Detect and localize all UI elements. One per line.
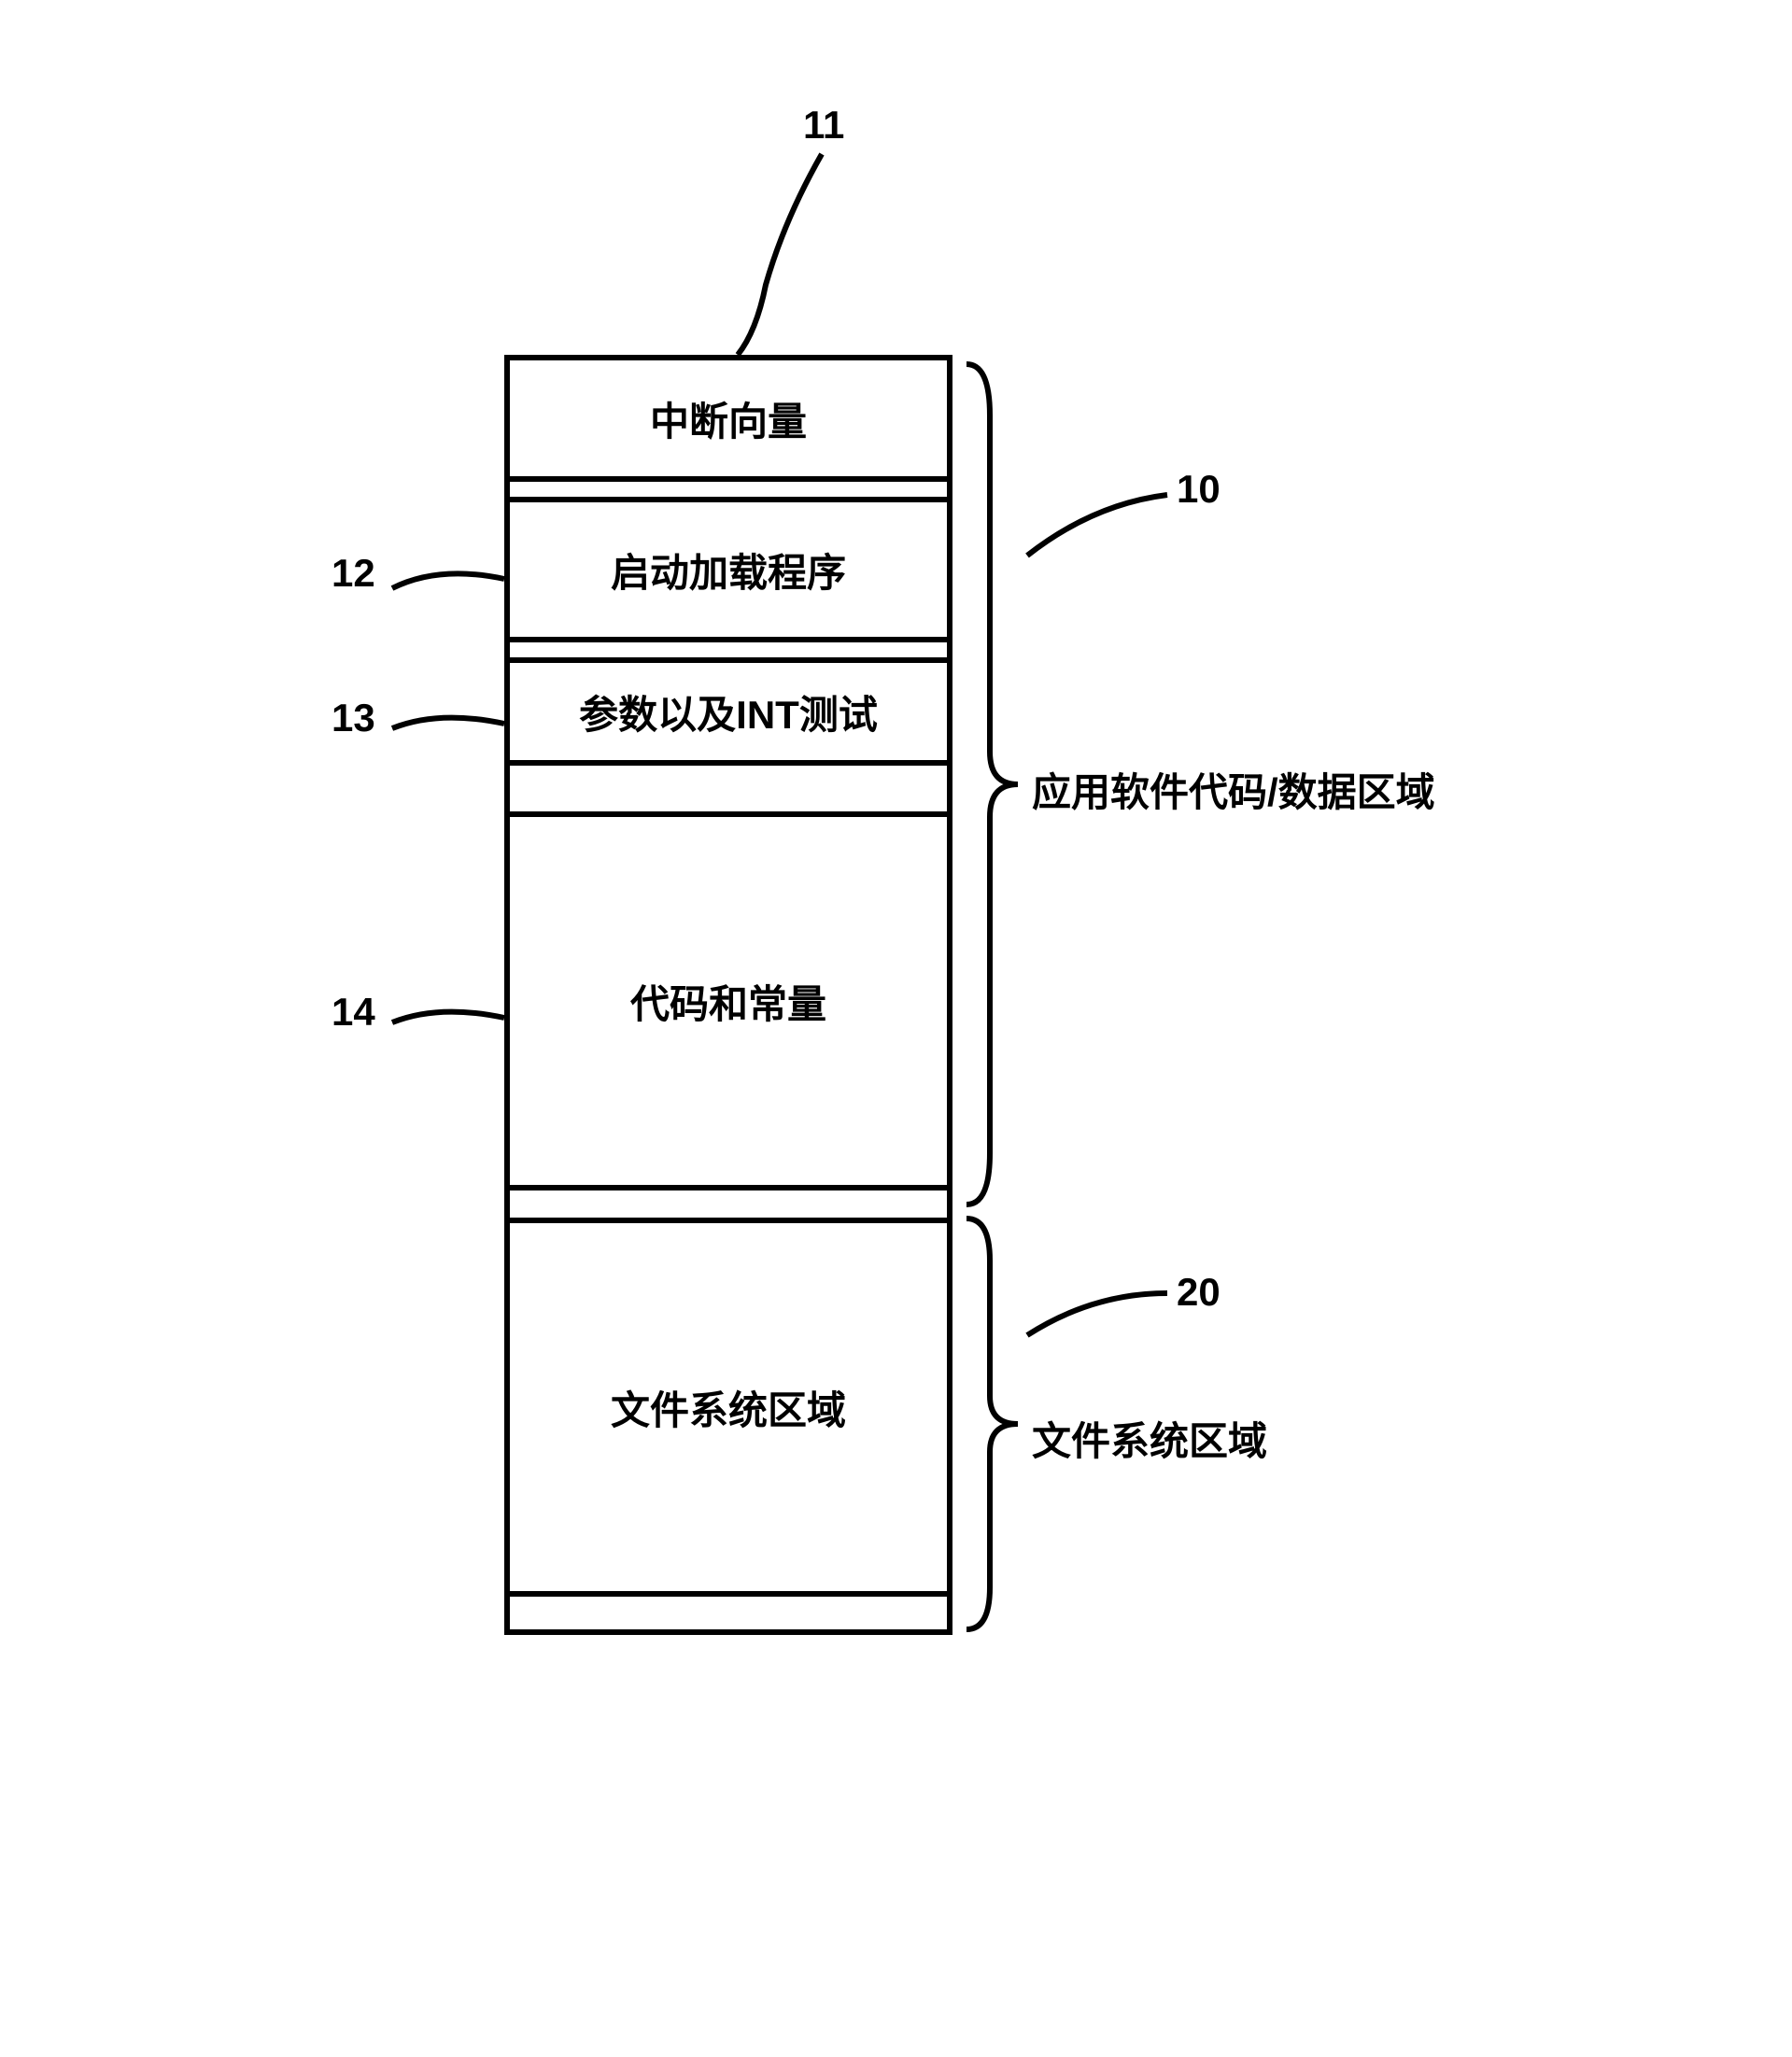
block-interrupt-vector: 中断向量: [510, 360, 947, 482]
gap-4: [510, 1191, 947, 1223]
block-params-int-test: 参数以及INT测试: [510, 663, 947, 766]
params-int-test-label: 参数以及INT测试: [579, 683, 878, 740]
ref-label-10: 10: [1177, 467, 1221, 512]
connector-13: [383, 705, 509, 752]
connector-11: [728, 145, 840, 359]
gap-1: [510, 482, 947, 502]
connector-10: [1018, 486, 1172, 560]
connector-14: [383, 999, 509, 1046]
ref-label-20: 20: [1177, 1270, 1221, 1315]
boot-loader-label: 启动加载程序: [611, 542, 846, 599]
code-constants-label: 代码和常量: [630, 973, 826, 1030]
ref-label-14: 14: [332, 990, 375, 1035]
gap-2: [510, 642, 947, 663]
fs-region-label: 文件系统区域: [1032, 1410, 1267, 1467]
block-code-constants: 代码和常量: [510, 817, 947, 1191]
filesystem-area-label: 文件系统区域: [611, 1379, 846, 1436]
ref-label-13: 13: [332, 696, 375, 740]
gap-3: [510, 766, 947, 817]
brace-fs-region: [962, 1214, 1027, 1634]
block-boot-loader: 启动加载程序: [510, 502, 947, 642]
connector-12: [383, 560, 509, 616]
memory-layout-diagram: 11 中断向量 启动加载程序 参数以及INT测试 代码和常量 文件系统区域 12…: [280, 93, 1587, 1961]
block-filesystem-area: 文件系统区域: [510, 1223, 947, 1597]
app-region-label: 应用软件代码/数据区域: [1032, 761, 1435, 818]
memory-stack: 中断向量 启动加载程序 参数以及INT测试 代码和常量 文件系统区域: [504, 355, 952, 1635]
connector-20: [1018, 1284, 1172, 1340]
interrupt-vector-label: 中断向量: [650, 390, 807, 447]
ref-label-11: 11: [803, 103, 844, 148]
gap-5: [510, 1597, 947, 1629]
ref-label-12: 12: [332, 551, 375, 596]
